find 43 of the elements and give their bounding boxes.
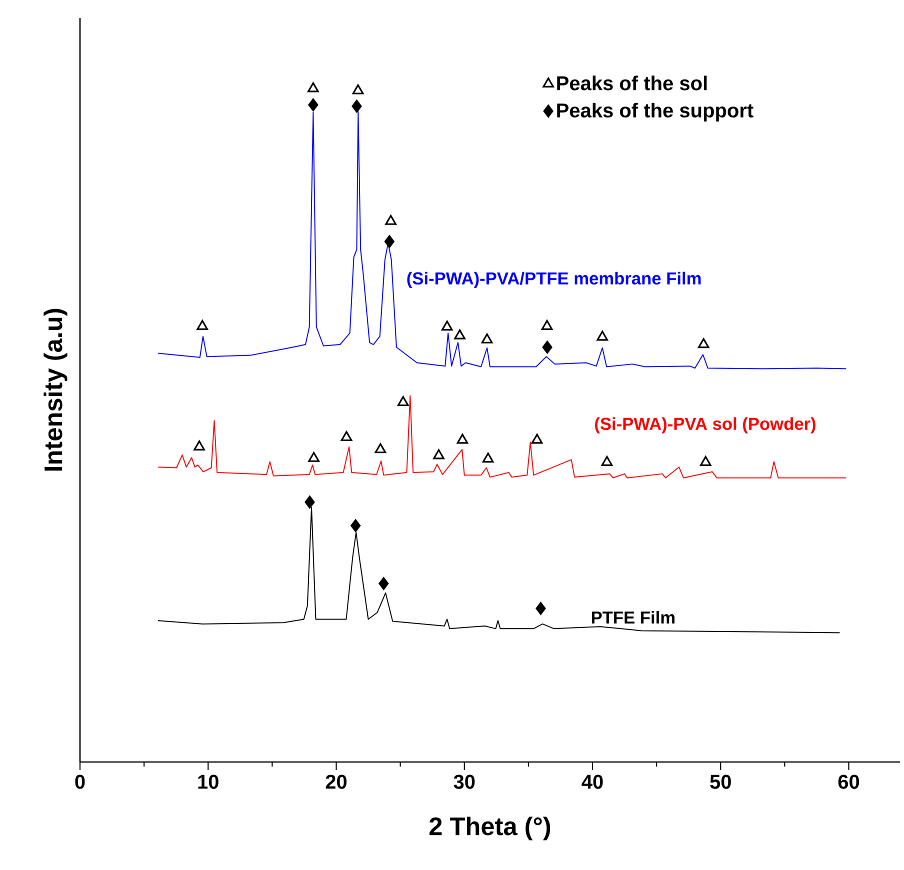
point bbox=[350, 519, 361, 532]
point bbox=[352, 100, 362, 113]
point bbox=[700, 456, 712, 466]
series-label: (Si-PWA)-PVA/PTFE membrane Film bbox=[407, 272, 701, 288]
point bbox=[601, 456, 613, 466]
x-tick-label: 30 bbox=[454, 774, 475, 789]
point bbox=[308, 452, 320, 462]
point bbox=[482, 452, 494, 463]
legend-label: Peaks of the support bbox=[557, 102, 754, 122]
point bbox=[374, 443, 386, 454]
point bbox=[433, 449, 444, 460]
point bbox=[441, 320, 453, 331]
point bbox=[541, 320, 553, 330]
point bbox=[352, 84, 364, 94]
series-label: PTFE Film bbox=[592, 610, 674, 624]
point bbox=[698, 338, 710, 348]
point bbox=[378, 577, 389, 590]
point bbox=[536, 602, 546, 615]
legend-label: Peaks of the sol bbox=[557, 76, 707, 90]
point bbox=[531, 434, 543, 444]
y-axis-title: Intensity (a.u) bbox=[44, 308, 68, 471]
point bbox=[196, 320, 208, 330]
point bbox=[385, 214, 396, 225]
point bbox=[384, 235, 394, 248]
point bbox=[481, 333, 493, 344]
point bbox=[308, 98, 318, 112]
point bbox=[596, 330, 608, 341]
point bbox=[456, 434, 468, 444]
point bbox=[304, 496, 315, 508]
text: (Si-PWA)-PVA sol (Powder) bbox=[595, 417, 816, 434]
x-tick-label: 20 bbox=[326, 774, 347, 789]
x-tick-label: 50 bbox=[710, 774, 731, 789]
point bbox=[194, 440, 205, 450]
point bbox=[542, 340, 552, 354]
x-tick-label: 0 bbox=[75, 774, 85, 789]
point bbox=[340, 431, 352, 442]
point bbox=[397, 396, 409, 406]
point bbox=[308, 82, 319, 92]
x-tick-label: 60 bbox=[838, 774, 860, 789]
x-tick-label: 10 bbox=[198, 774, 218, 789]
point bbox=[454, 329, 466, 340]
x-axis-title: 2 Theta (°) bbox=[430, 816, 550, 840]
x-tick-label: 40 bbox=[582, 774, 603, 789]
